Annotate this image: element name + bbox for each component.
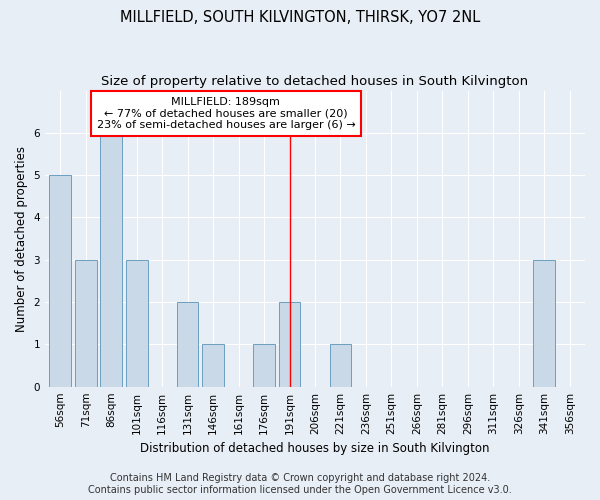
Bar — [100, 133, 122, 386]
Text: MILLFIELD, SOUTH KILVINGTON, THIRSK, YO7 2NL: MILLFIELD, SOUTH KILVINGTON, THIRSK, YO7… — [120, 10, 480, 25]
X-axis label: Distribution of detached houses by size in South Kilvington: Distribution of detached houses by size … — [140, 442, 490, 455]
Y-axis label: Number of detached properties: Number of detached properties — [15, 146, 28, 332]
Text: Contains HM Land Registry data © Crown copyright and database right 2024.
Contai: Contains HM Land Registry data © Crown c… — [88, 474, 512, 495]
Bar — [253, 344, 275, 387]
Bar — [126, 260, 148, 386]
Bar — [533, 260, 555, 386]
Bar — [75, 260, 97, 386]
Bar — [329, 344, 352, 387]
Bar — [49, 175, 71, 386]
Text: MILLFIELD: 189sqm
← 77% of detached houses are smaller (20)
23% of semi-detached: MILLFIELD: 189sqm ← 77% of detached hous… — [97, 97, 355, 130]
Bar — [279, 302, 301, 386]
Bar — [177, 302, 199, 386]
Title: Size of property relative to detached houses in South Kilvington: Size of property relative to detached ho… — [101, 75, 529, 88]
Bar — [202, 344, 224, 387]
